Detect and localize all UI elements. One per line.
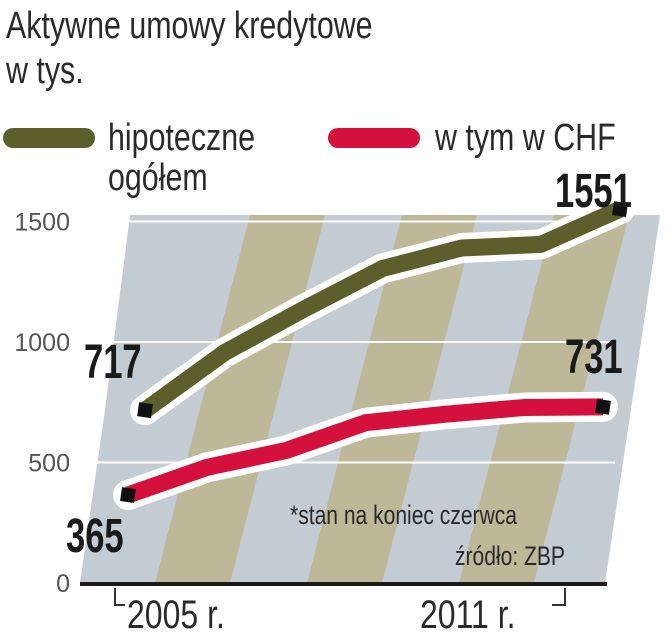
data-label-717: 717 <box>84 334 142 388</box>
legend-label-hipoteczne-line2: ogółem <box>108 157 208 199</box>
data-point-marker <box>120 487 136 503</box>
series-line-hipoteczne <box>140 201 624 418</box>
legend-label-chf: w tym w CHF <box>434 117 616 159</box>
annotation-note: *stan na koniec czerwca <box>290 501 517 531</box>
x-bracket-right <box>552 588 566 606</box>
series-line-chf <box>125 398 604 504</box>
y-axis: 0 500 1000 1500 <box>14 209 70 599</box>
x-tick-2005: 2005 r. <box>127 592 225 637</box>
x-tick-2011: 2011 r. <box>420 592 515 637</box>
annotation-source: źródło: ZBP <box>455 542 565 572</box>
x-bracket-left <box>114 588 125 606</box>
legend-swatch-chf <box>328 128 420 148</box>
y-tick-label: 500 <box>28 450 70 478</box>
plot-stripe <box>307 215 477 583</box>
y-tick-label: 1500 <box>14 209 70 237</box>
data-label-731: 731 <box>565 329 623 383</box>
legend-label-hipoteczne: hipoteczne <box>108 117 255 159</box>
y-tick-label: 0 <box>56 570 70 598</box>
data-label-365: 365 <box>66 508 124 562</box>
legend: hipoteczne ogółem w tym w CHF <box>3 117 616 199</box>
data-label-1551: 1551 <box>555 163 632 217</box>
data-point-marker <box>612 201 628 218</box>
y-tick-label: 1000 <box>14 329 70 357</box>
chart-subtitle: w tys. <box>5 50 84 92</box>
legend-swatch-hipoteczne <box>3 128 95 148</box>
series-group <box>113 194 635 511</box>
title: Aktywne umowy kredytowe w tys. <box>5 5 372 92</box>
data-point-marker <box>595 398 611 415</box>
chart-title: Aktywne umowy kredytowe <box>6 5 373 47</box>
data-point-marker <box>137 402 153 419</box>
